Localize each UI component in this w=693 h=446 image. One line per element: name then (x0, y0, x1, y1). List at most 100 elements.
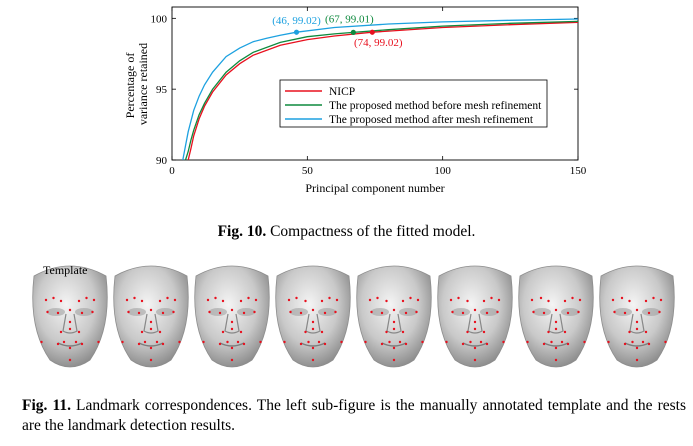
landmark-dot (221, 299, 225, 303)
landmark-dot (158, 330, 162, 334)
landmark-dot (230, 320, 234, 324)
landmark-dot (85, 296, 88, 300)
mouth-shading (138, 342, 164, 347)
landmark-dot (554, 308, 558, 312)
landmark-dot (311, 320, 315, 324)
highlight-point-label: (74, 99.02) (354, 37, 403, 49)
series-line-after-refinement (182, 18, 579, 161)
landmark-dot (80, 342, 84, 346)
landmark-dot (311, 346, 315, 350)
landmark-dot (613, 310, 616, 314)
landmark-dot (404, 342, 408, 346)
nose-shading (62, 313, 78, 334)
highlight-point (369, 29, 375, 35)
landmark-dot (236, 340, 240, 344)
mouth-shading (300, 342, 326, 347)
landmark-dot (239, 299, 243, 303)
landmark-dot (473, 358, 477, 362)
face-render (275, 265, 351, 368)
landmark-dot (311, 327, 315, 331)
face-render (113, 265, 189, 368)
landmark-dot (542, 311, 546, 315)
landmark-dot (502, 340, 505, 344)
face-render (437, 265, 513, 368)
face-mesh (275, 265, 351, 368)
landmark-dot (485, 342, 489, 346)
y-axis-label-line1: Percentage of (123, 53, 137, 119)
landmark-dot (469, 340, 472, 344)
landmark-dot (214, 296, 217, 300)
landmark-dot (635, 327, 639, 331)
landmark-dot (466, 330, 469, 334)
landmark-dot (409, 296, 412, 300)
landmark-dot (133, 296, 136, 300)
landmark-dot (127, 310, 130, 314)
landmark-dot (317, 340, 321, 344)
mouth-shading (381, 342, 407, 347)
landmark-dot (56, 311, 60, 315)
landmark-dot (623, 342, 627, 346)
landmark-dot (44, 298, 48, 302)
figure-11-caption-text: Landmark correspondences. The left sub-f… (22, 397, 687, 434)
landmark-dot (335, 298, 339, 302)
landmark-dot (445, 340, 448, 344)
landmark-dot (334, 310, 337, 314)
landmark-dot (554, 327, 558, 331)
landmark-dot (392, 346, 396, 350)
landmark-dot (289, 310, 292, 314)
landmark-dot (92, 298, 96, 302)
landmark-dot (380, 342, 384, 346)
landmark-dot (404, 311, 408, 315)
eye-shading (614, 308, 632, 316)
landmark-dot (560, 340, 564, 344)
series-line-before-refinement (184, 20, 579, 161)
mouth-shading (624, 342, 650, 347)
landmark-dot (68, 346, 72, 350)
landmark-dot (461, 311, 465, 315)
y-axis-label: Percentage of variance retained (123, 43, 150, 125)
face-render (599, 265, 675, 368)
landmark-dot (401, 330, 405, 334)
landmark-dot (388, 340, 391, 344)
landmark-dot (311, 358, 315, 362)
landmark-dot (52, 296, 55, 300)
landmark-dot (56, 342, 60, 346)
landmark-dot (566, 311, 570, 315)
landmark-dot (611, 298, 615, 302)
x-tick-label: 100 (434, 165, 451, 177)
landmark-dot (221, 330, 225, 334)
landmark-dot (415, 310, 418, 314)
landmark-dot (218, 342, 222, 346)
y-tick-label: 100 (151, 13, 168, 25)
landmark-dot (421, 340, 424, 344)
figure-10-caption-text: Compactness of the fitted model. (266, 223, 476, 240)
landmark-dot (230, 308, 234, 312)
landmark-dot (641, 340, 645, 344)
eye-shading (209, 308, 227, 316)
landmark-dot (149, 308, 153, 312)
landmark-dot (392, 308, 396, 312)
face-mesh (599, 265, 675, 368)
landmark-dot (208, 310, 211, 314)
face-render (194, 265, 270, 368)
landmark-dot (59, 299, 63, 303)
landmark-dot (647, 342, 651, 346)
eye-shading (237, 308, 255, 316)
landmark-dot (370, 310, 373, 314)
landmark-dot (554, 320, 558, 324)
mouth-shading (219, 342, 245, 347)
landmark-dot (482, 330, 486, 334)
highlight-point-label: (46, 99.02) (272, 15, 321, 27)
landmark-dot (457, 296, 460, 300)
landmark-dot (644, 299, 648, 303)
landmark-dot (340, 340, 343, 344)
landmark-dot (161, 342, 165, 346)
y-tick-label: 95 (156, 84, 168, 96)
face-mesh (437, 265, 513, 368)
landmark-dot (149, 327, 153, 331)
landmark-dot (644, 330, 648, 334)
landmark-dot (125, 298, 129, 302)
eye-shading (399, 308, 417, 316)
landmark-dot (392, 327, 396, 331)
face-render (356, 265, 432, 368)
